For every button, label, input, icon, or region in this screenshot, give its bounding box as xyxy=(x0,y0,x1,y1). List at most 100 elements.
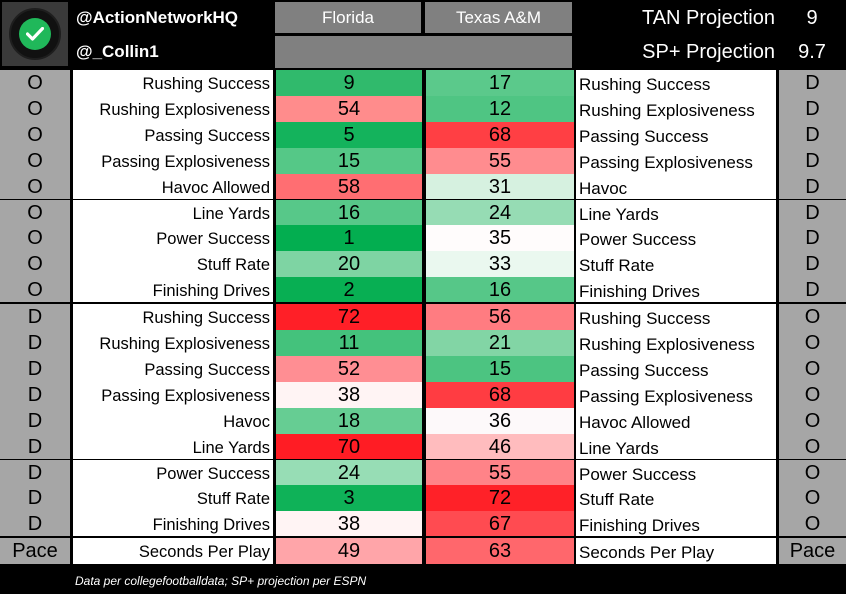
table-row: Pace Seconds Per Play 49 63 Seconds Per Play… xyxy=(0,538,846,565)
twitter-handle-author: @_Collin1 xyxy=(76,42,159,61)
side-left: D xyxy=(0,381,70,408)
side-left: O xyxy=(0,251,70,278)
table-row: D Passing Explosiveness 38 68 Passing Explos… xyxy=(0,381,846,408)
side-left: D xyxy=(0,511,70,538)
side-left: O xyxy=(0,225,70,252)
source-footnote: Data per collegefootballdata; SP+ projec… xyxy=(75,574,367,588)
stat-label-right: Power Success xyxy=(576,459,776,486)
team-a-rank: 15 xyxy=(276,147,422,174)
stat-label-left: Rushing Explosiveness xyxy=(73,95,273,122)
stat-label-left: Passing Success xyxy=(73,355,273,382)
section-divider xyxy=(0,302,846,305)
stat-label-right: Finishing Drives xyxy=(576,277,776,304)
team-b-rank: 36 xyxy=(426,407,574,434)
stat-label-right: Passing Success xyxy=(576,355,776,382)
stat-label-right: Passing Explosiveness xyxy=(576,147,776,174)
stat-label-right: Stuff Rate xyxy=(576,485,776,512)
team-b-rank: 17 xyxy=(426,70,574,96)
team-a-rank: 24 xyxy=(276,459,422,486)
sp-projection-label: SP+ Projection xyxy=(642,41,775,63)
team-a-rank: 58 xyxy=(276,173,422,200)
team-b-rank: 72 xyxy=(426,485,574,512)
team-a-rank: 38 xyxy=(276,511,422,538)
table-row: O Passing Explosiveness 15 55 Passing Explos… xyxy=(0,147,846,174)
side-left: D xyxy=(0,330,70,356)
team-a-rank: 52 xyxy=(276,355,422,382)
table-row: D Passing Success 52 15 Passing Success O xyxy=(0,355,846,382)
team-a-rank: 38 xyxy=(276,381,422,408)
team-b-rank: 55 xyxy=(426,459,574,486)
stat-label-left: Finishing Drives xyxy=(73,511,273,538)
stat-label-left: Rushing Success xyxy=(73,70,273,96)
stat-label-left: Rushing Explosiveness xyxy=(73,330,273,356)
side-left: O xyxy=(0,277,70,304)
team-b-rank: 68 xyxy=(426,121,574,148)
team-b-rank: 21 xyxy=(426,330,574,356)
table-row: O Line Yards 16 24 Line Yards D xyxy=(0,199,846,226)
table-row: D Line Yards 70 46 Line Yards O xyxy=(0,433,846,460)
team-b-rank: 56 xyxy=(426,304,574,330)
team-b-rank: 55 xyxy=(426,147,574,174)
check-icon xyxy=(19,18,51,50)
stat-label-left: Line Yards xyxy=(73,199,273,226)
twitter-handle-primary: @ActionNetworkHQ xyxy=(76,8,239,27)
team-a-rank: 16 xyxy=(276,199,422,226)
table-row: D Finishing Drives 38 67 Finishing Drives O xyxy=(0,511,846,538)
stat-label-right: Stuff Rate xyxy=(576,251,776,278)
side-left: D xyxy=(0,355,70,382)
team-a-rank: 18 xyxy=(276,407,422,434)
side-right: D xyxy=(779,225,846,252)
stat-label-right: Rushing Explosiveness xyxy=(576,330,776,356)
side-right: O xyxy=(779,304,846,330)
side-right: O xyxy=(779,459,846,486)
team-a-rank: 5 xyxy=(276,121,422,148)
team-b-rank: 12 xyxy=(426,95,574,122)
stat-label-left: Passing Explosiveness xyxy=(73,147,273,174)
table-row: O Passing Success 5 68 Passing Success D xyxy=(0,121,846,148)
side-right: O xyxy=(779,511,846,538)
stat-label-right: Line Yards xyxy=(576,199,776,226)
team-b-rank: 35 xyxy=(426,225,574,252)
footer: Data per collegefootballdata; SP+ projec… xyxy=(0,567,846,594)
team-b-rank: 67 xyxy=(426,511,574,538)
team-a-rank: 20 xyxy=(276,251,422,278)
stat-label-right: Finishing Drives xyxy=(576,511,776,538)
team-a-rank: 54 xyxy=(276,95,422,122)
sp-projection-value: 9.7 xyxy=(798,41,826,63)
team-b-header: Texas A&M xyxy=(425,2,572,33)
team-b-rank: 46 xyxy=(426,433,574,460)
side-right: D xyxy=(779,251,846,278)
stat-label-left: Finishing Drives xyxy=(73,277,273,304)
stat-label-left: Line Yards xyxy=(73,433,273,460)
stat-label-left: Stuff Rate xyxy=(73,485,273,512)
stat-label-right: Havoc xyxy=(576,173,776,200)
side-right: D xyxy=(779,121,846,148)
table-row: D Power Success 24 55 Power Success O xyxy=(0,459,846,486)
team-b-rank: 31 xyxy=(426,173,574,200)
side-right: D xyxy=(779,277,846,304)
table-row: O Rushing Success 9 17 Rushing Success D xyxy=(0,70,846,96)
side-right: D xyxy=(779,70,846,96)
side-right: O xyxy=(779,407,846,434)
team-b-rank: 15 xyxy=(426,355,574,382)
table-row: O Havoc Allowed 58 31 Havoc D xyxy=(0,173,846,200)
team-b-rank: 24 xyxy=(426,199,574,226)
stat-label-left: Havoc xyxy=(73,407,273,434)
team-a-rank: 70 xyxy=(276,433,422,460)
side-left: Pace xyxy=(0,538,70,565)
stat-label-left: Stuff Rate xyxy=(73,251,273,278)
table-row: O Finishing Drives 2 16 Finishing Drives D xyxy=(0,277,846,304)
tan-projection-value: 9 xyxy=(806,7,818,29)
side-left: O xyxy=(0,199,70,226)
side-right: Pace xyxy=(779,538,846,565)
stat-label-right: Rushing Explosiveness xyxy=(576,95,776,122)
stat-label-right: Rushing Success xyxy=(576,70,776,96)
team-a-rank: 9 xyxy=(276,70,422,96)
stat-label-right: Havoc Allowed xyxy=(576,407,776,434)
side-left: O xyxy=(0,95,70,122)
side-right: O xyxy=(779,381,846,408)
side-left: D xyxy=(0,407,70,434)
table-row: O Rushing Explosiveness 54 12 Rushing Explos… xyxy=(0,95,846,122)
team-header-blank xyxy=(275,36,572,68)
logo-circle xyxy=(9,8,61,60)
